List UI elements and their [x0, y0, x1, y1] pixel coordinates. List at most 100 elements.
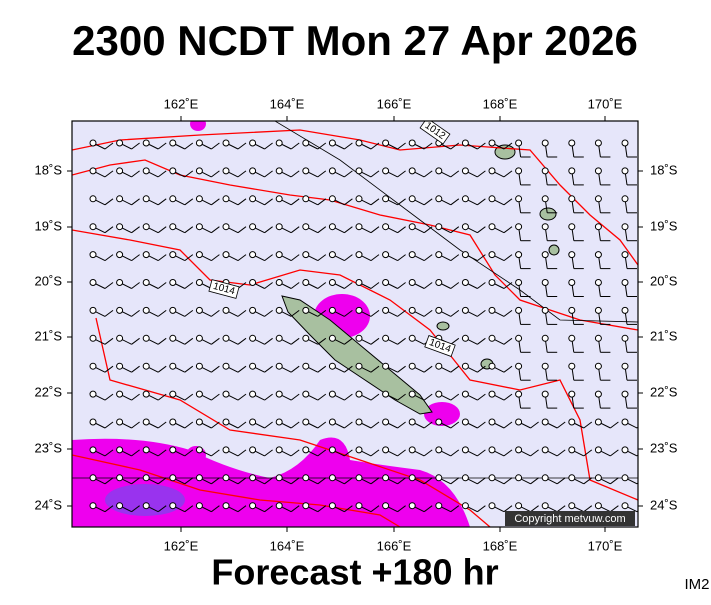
barb-feather — [450, 505, 460, 513]
barb-station — [222, 334, 230, 342]
lat-label: 24˚S — [35, 497, 63, 512]
barb-station — [142, 334, 150, 342]
barb-feather — [211, 477, 220, 485]
barb-station — [328, 139, 336, 147]
barb-station — [275, 390, 283, 398]
barb-feather — [237, 309, 247, 317]
barb-station — [249, 418, 257, 426]
barb-station — [541, 362, 549, 370]
barb-feather — [237, 505, 247, 513]
barb-feather — [264, 337, 273, 345]
barb-feather — [264, 421, 273, 429]
barb-station — [89, 362, 97, 370]
barb-feather — [477, 477, 486, 485]
barb-feather — [290, 505, 300, 513]
barb-station — [382, 139, 390, 147]
barb-feather — [157, 170, 167, 178]
barb-station — [568, 390, 576, 398]
barb-feather — [397, 170, 406, 178]
barb-feather — [503, 365, 513, 373]
barb-station — [621, 279, 629, 286]
barb-station — [222, 502, 230, 510]
barb-station — [222, 474, 230, 482]
barb-station — [169, 362, 177, 370]
barb-feather — [397, 337, 406, 345]
barb-station — [461, 418, 469, 426]
barb-station — [435, 195, 443, 203]
barb-station — [355, 390, 363, 398]
barb-station — [195, 390, 203, 398]
image-id: IM2 — [684, 576, 709, 593]
barb-station — [195, 251, 203, 259]
barb-station — [488, 502, 496, 510]
barb-station — [275, 474, 283, 482]
barb-station — [408, 362, 416, 370]
barb-station — [382, 167, 390, 175]
barb-station — [142, 223, 150, 231]
lat-label: 20˚S — [35, 273, 63, 288]
barb-feather — [370, 170, 380, 178]
barb-station — [541, 306, 549, 314]
barb-station — [355, 139, 363, 147]
barb-station — [195, 418, 203, 426]
barb-feather — [157, 198, 167, 206]
barb-feather — [290, 449, 300, 457]
barb-station — [169, 474, 177, 482]
barb-feather — [397, 393, 406, 401]
barb-station — [621, 418, 629, 426]
lat-label: 18˚S — [35, 162, 63, 177]
barb-feather — [104, 198, 114, 206]
barb-feather — [290, 142, 300, 150]
barb-station — [222, 418, 230, 426]
barb-station — [302, 502, 310, 510]
barb-station — [195, 334, 203, 342]
title: 2300 NCDT Mon 27 Apr 2026 — [72, 17, 638, 64]
lat-label: 19˚S — [650, 218, 678, 233]
lat-label: 24˚S — [650, 497, 678, 512]
barb-feather — [397, 477, 406, 485]
barb-station — [142, 362, 150, 370]
barb-station — [195, 502, 203, 510]
barb-feather — [104, 226, 114, 234]
barb-feather — [556, 505, 566, 513]
barb-station — [515, 362, 523, 370]
barb-station — [515, 139, 523, 147]
barb-feather — [423, 198, 433, 206]
barb-station — [355, 306, 363, 314]
barb-feather — [450, 226, 460, 234]
barb-station — [275, 167, 283, 175]
barb-feather — [317, 309, 327, 317]
barb-feather — [610, 421, 619, 429]
barb-feather — [157, 365, 167, 373]
barb-station — [435, 474, 443, 482]
barb-feather — [370, 337, 380, 345]
barb-station — [116, 167, 124, 175]
barb-feather — [477, 337, 486, 345]
barb-feather — [503, 477, 513, 485]
barb-station — [275, 362, 283, 370]
barb-station — [355, 251, 363, 259]
barb-station — [541, 502, 549, 510]
barb-station — [594, 167, 602, 175]
barb-feather — [290, 170, 300, 178]
barb-station — [116, 390, 124, 398]
barb-station — [594, 279, 602, 286]
lat-label: 18˚S — [650, 162, 678, 177]
barb-feather — [317, 337, 327, 345]
barb-station — [328, 334, 336, 342]
barb-station — [302, 446, 310, 454]
barb-feather — [211, 198, 220, 206]
barb-station — [594, 306, 602, 314]
barb-station — [116, 251, 124, 259]
barb-feather — [131, 505, 140, 513]
barb-feather — [344, 477, 353, 485]
barb-feather — [184, 198, 194, 206]
barb-station — [142, 446, 150, 454]
barb-station — [568, 362, 576, 370]
barb-station — [195, 474, 203, 482]
barb-station — [142, 502, 150, 510]
barb-station — [195, 223, 203, 231]
barb-station — [89, 502, 97, 510]
barb-feather — [503, 309, 513, 317]
